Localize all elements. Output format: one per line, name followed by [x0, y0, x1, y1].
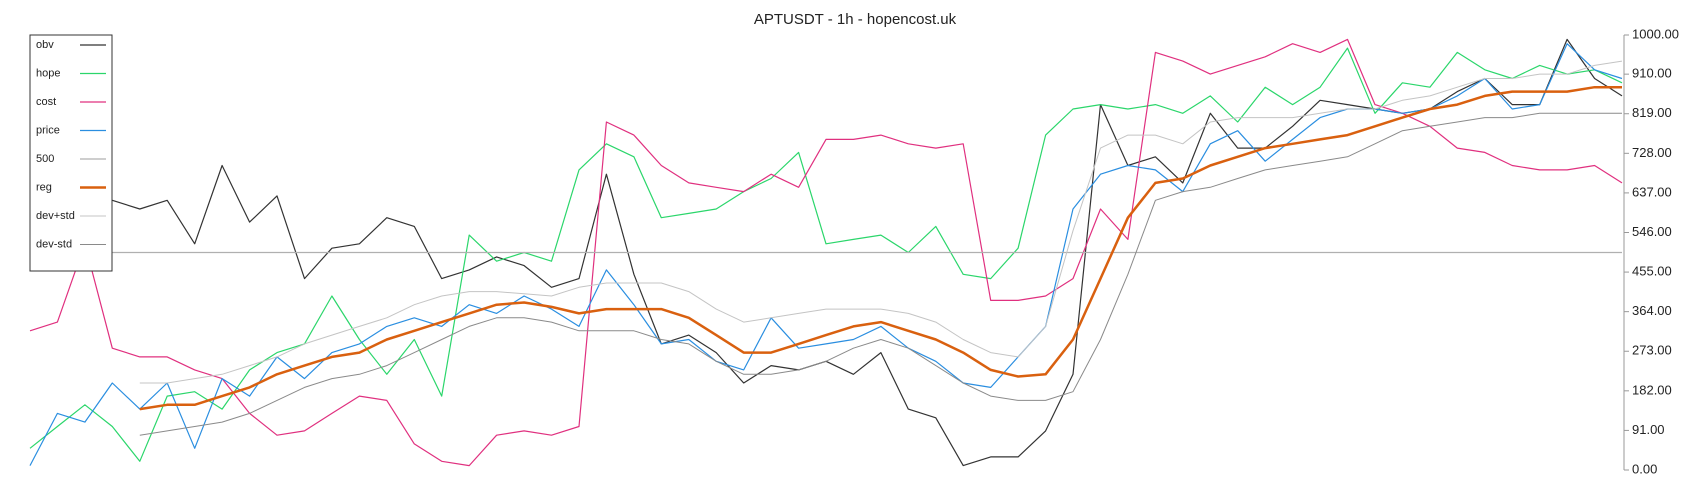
y-tick-label: 0.00	[1632, 461, 1657, 476]
y-tick-label: 364.00	[1632, 303, 1672, 318]
y-tick-label: 637.00	[1632, 184, 1672, 199]
series-line	[112, 38, 1623, 467]
legend-label: reg	[36, 181, 52, 193]
series-line	[139, 85, 1622, 411]
series-line	[139, 112, 1622, 436]
series-line	[29, 47, 1623, 462]
y-tick-label: 273.00	[1632, 343, 1672, 358]
legend-label: dev+std	[36, 210, 75, 222]
y-tick-label: 91.00	[1632, 422, 1665, 437]
series-line	[139, 60, 1623, 384]
legend-label: cost	[36, 96, 56, 108]
y-tick-label: 182.00	[1632, 382, 1672, 397]
y-tick-label: 728.00	[1632, 145, 1672, 160]
y-tick-label: 819.00	[1632, 105, 1672, 120]
chart-title: APTUSDT - 1h - hopencost.uk	[754, 11, 957, 28]
legend-label: price	[36, 124, 60, 136]
legend-label: dev-std	[36, 238, 72, 250]
y-tick-label: 1000.00	[1632, 26, 1679, 41]
legend-label: hope	[36, 67, 60, 79]
y-tick-label: 455.00	[1632, 264, 1672, 279]
legend-box	[29, 34, 113, 272]
series-line	[29, 38, 1623, 467]
legend-label: 500	[36, 153, 54, 165]
y-tick-label: 546.00	[1632, 224, 1672, 239]
y-tick-label: 910.00	[1632, 66, 1672, 81]
legend-label: obv	[36, 39, 54, 51]
